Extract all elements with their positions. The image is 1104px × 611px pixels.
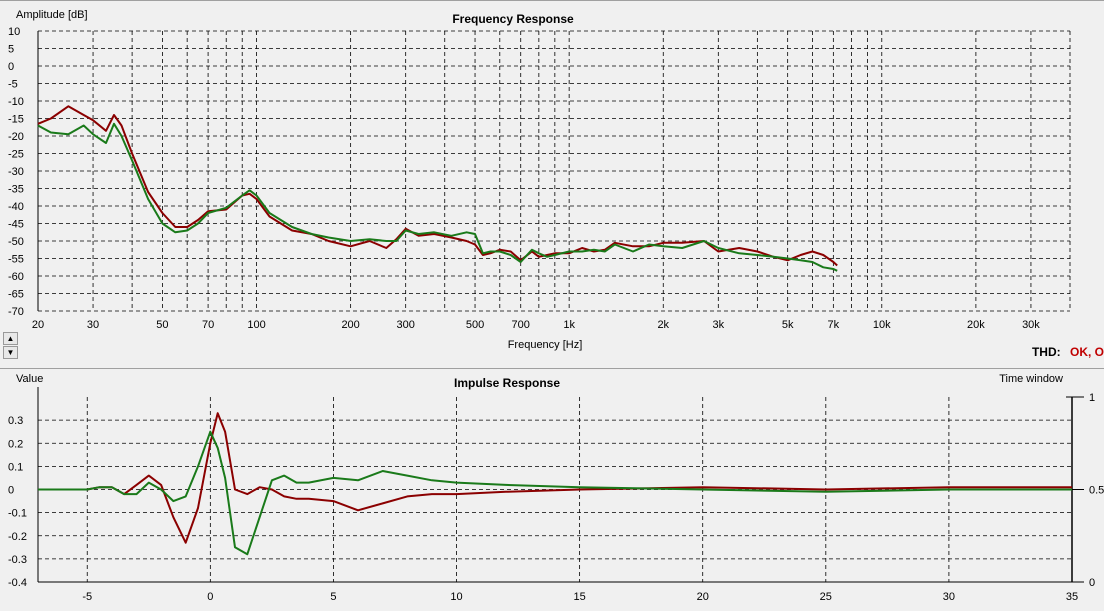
y-axis-label: Amplitude [dB] bbox=[16, 9, 88, 21]
frequency-response-chart: Frequency Response Amplitude [dB] Freque… bbox=[8, 9, 1071, 351]
x-tick-label: 35 bbox=[1066, 591, 1078, 603]
x-tick-label: 70 bbox=[202, 319, 214, 331]
chart-title: Frequency Response bbox=[452, 12, 574, 26]
x-tick-label: 20k bbox=[967, 319, 985, 331]
y-tick-label: 0.3 bbox=[8, 415, 23, 427]
thd-label: THD: bbox=[1031, 345, 1061, 359]
x-tick-label: 30k bbox=[1022, 319, 1040, 331]
y2-tick-label: 0.5 bbox=[1089, 485, 1104, 497]
x-tick-label: 2k bbox=[657, 319, 669, 331]
x-tick-label: 7k bbox=[828, 319, 840, 331]
x-axis-label: Frequency [Hz] bbox=[508, 339, 583, 351]
y-tick-label: -0.3 bbox=[8, 554, 27, 566]
x-tick-label: 10 bbox=[450, 591, 462, 603]
y-tick-label: 5 bbox=[8, 44, 14, 56]
series-line-green bbox=[38, 430, 1072, 556]
x-tick-label: 30 bbox=[87, 319, 99, 331]
y-tick-label: 0.1 bbox=[8, 461, 23, 473]
series-line-red bbox=[38, 412, 1072, 544]
impulse-response-chart: Impulse Response Value Time window -5 0 5 1… bbox=[8, 373, 1104, 603]
thd-value: OK, O bbox=[1069, 345, 1104, 359]
frequency-response-panel: Frequency Response Amplitude [dB] Freque… bbox=[0, 0, 1104, 359]
x-tick-label: 200 bbox=[341, 319, 359, 331]
x-tick-label: 0 bbox=[207, 591, 213, 603]
y-tick-label: -50 bbox=[8, 236, 24, 248]
y-tick-label: -15 bbox=[8, 114, 24, 126]
x-tick-label: 1k bbox=[563, 319, 575, 331]
x-tick-label: 30 bbox=[943, 591, 955, 603]
x-tick-label: 50 bbox=[156, 319, 168, 331]
y-tick-label: -55 bbox=[8, 254, 24, 266]
y-tick-label: -65 bbox=[8, 289, 24, 301]
x-tick-label: 25 bbox=[820, 591, 832, 603]
x-tick-label: 20 bbox=[697, 591, 709, 603]
y-tick-label: 0 bbox=[8, 61, 14, 73]
x-tick-label: 15 bbox=[573, 591, 585, 603]
x-tick-label: 10k bbox=[873, 319, 891, 331]
x-tick-label: 3k bbox=[712, 319, 724, 331]
chart-title: Impulse Response bbox=[454, 376, 560, 390]
x-tick-label: 20 bbox=[32, 319, 44, 331]
y-tick-label: -0.2 bbox=[8, 531, 27, 543]
y-tick-label: -10 bbox=[8, 96, 24, 108]
y-tick-label: -25 bbox=[8, 149, 24, 161]
y-tick-label: -70 bbox=[8, 306, 24, 318]
thd-status: THD: OK, O bbox=[1032, 345, 1104, 359]
x-tick-label: 700 bbox=[512, 319, 530, 331]
y2-tick-label: 0 bbox=[1089, 577, 1095, 589]
y-axis-label: Value bbox=[16, 373, 43, 385]
x-tick-label: 500 bbox=[466, 319, 484, 331]
impulse-response-panel: Impulse Response Value Time window -5 0 5 1… bbox=[0, 368, 1104, 606]
y-tick-label: -20 bbox=[8, 131, 24, 143]
y-tick-label: -35 bbox=[8, 184, 24, 196]
y-tick-label: -0.1 bbox=[8, 508, 27, 520]
y-tick-label: 0.2 bbox=[8, 438, 23, 450]
x-tick-label: -5 bbox=[82, 591, 92, 603]
x-tick-label: 100 bbox=[247, 319, 265, 331]
y2-axis-label: Time window bbox=[999, 373, 1063, 385]
y-tick-label: -40 bbox=[8, 201, 24, 213]
scroll-up-button[interactable]: ▲ bbox=[3, 332, 18, 345]
scroll-down-button[interactable]: ▼ bbox=[3, 346, 18, 359]
y-tick-label: 0 bbox=[8, 485, 14, 497]
x-tick-label: 5 bbox=[330, 591, 336, 603]
y-tick-label: -5 bbox=[8, 79, 18, 91]
x-tick-label: 5k bbox=[782, 319, 794, 331]
series-line-green bbox=[37, 122, 838, 272]
x-tick-label: 300 bbox=[397, 319, 415, 331]
y-tick-label: -60 bbox=[8, 271, 24, 283]
y-tick-label: -30 bbox=[8, 166, 24, 178]
y-tick-label: -0.4 bbox=[8, 577, 27, 589]
y-tick-label: 10 bbox=[8, 26, 20, 38]
y-tick-label: -45 bbox=[8, 219, 24, 231]
y2-tick-label: 1 bbox=[1089, 392, 1095, 404]
